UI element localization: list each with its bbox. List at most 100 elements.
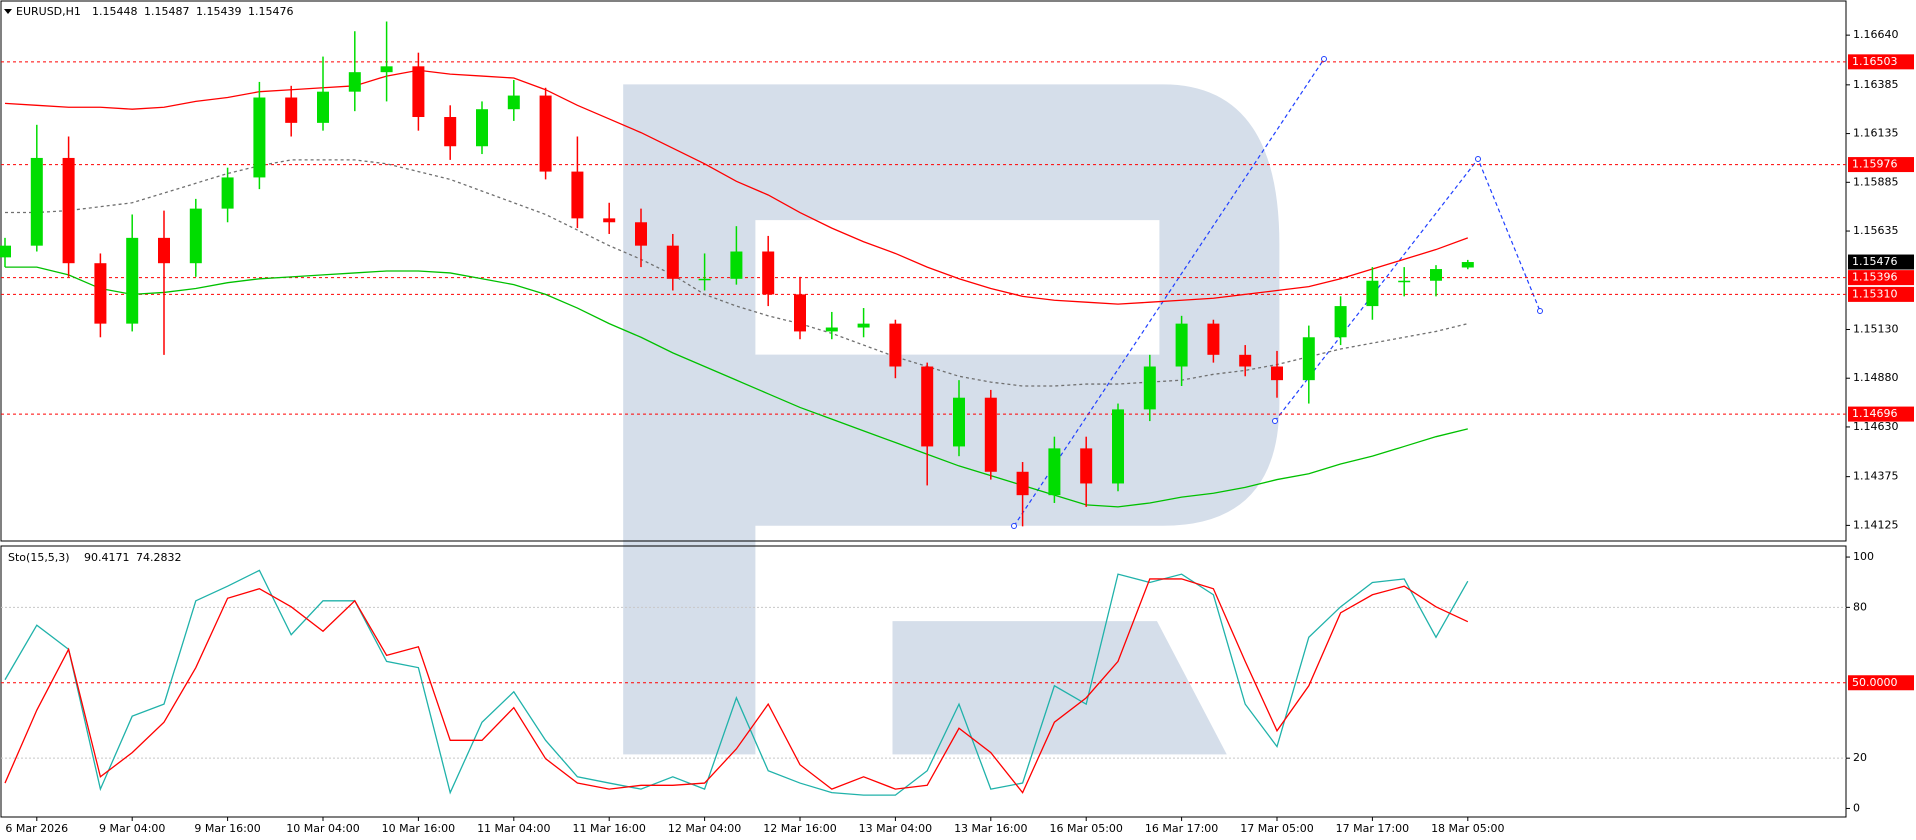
stoch-line (4, 578, 1469, 794)
forecast-point (1475, 156, 1481, 162)
x-tick-label: 6 Mar 2026 (5, 822, 68, 835)
stoch-main-value: 90.4171 (84, 551, 130, 564)
moving-average (5, 159, 1468, 387)
x-tick-label: 9 Mar 16:00 (194, 822, 260, 835)
watermark-bowl (623, 84, 1280, 755)
candle-body (1334, 306, 1347, 338)
candle-body (539, 95, 552, 172)
candle-body (158, 237, 170, 264)
header-open: 1.15448 (92, 5, 138, 18)
candle-body (0, 245, 11, 258)
candle-body (412, 66, 425, 118)
candle-body (1048, 448, 1061, 496)
candle-body (1398, 280, 1411, 283)
x-tick-label: 11 Mar 16:00 (572, 822, 645, 835)
level-label: 1.15310 (1852, 287, 1898, 300)
x-tick-label: 13 Mar 16:00 (954, 822, 1027, 835)
candle-body (603, 218, 616, 223)
y-tick-label: 1.14375 (1853, 470, 1899, 483)
candle-body (984, 397, 997, 472)
y-tick-label: 0 (1853, 801, 1860, 814)
forecast-point (1272, 418, 1278, 424)
forecast-point (1537, 308, 1543, 314)
level-label-bg (1848, 54, 1914, 70)
candle-body (1430, 269, 1442, 281)
level-label-bg (1848, 406, 1914, 422)
stoch-title: Sto(15,5,3) (8, 551, 70, 564)
symbol-title: EURUSD,H1 (16, 5, 81, 18)
moving-average (4, 69, 1469, 305)
candle-body (1016, 471, 1029, 496)
x-tick-label: 9 Mar 04:00 (99, 822, 165, 835)
candle-body (30, 157, 43, 246)
x-tick-label: 12 Mar 16:00 (763, 822, 836, 835)
x-tick-label: 13 Mar 04:00 (859, 822, 932, 835)
candle-body (444, 117, 457, 147)
candle-body (1143, 366, 1156, 410)
price-panel-frame (0, 0, 1847, 542)
candle-body (285, 97, 298, 123)
y-tick-label: 20 (1853, 751, 1867, 764)
level-label-bg (1848, 157, 1914, 173)
candle-body (317, 91, 329, 123)
candle-body (189, 208, 202, 264)
x-tick-label: 16 Mar 05:00 (1049, 822, 1122, 835)
candle-body (762, 251, 775, 295)
x-tick-label: 16 Mar 17:00 (1145, 822, 1218, 835)
candle-body (62, 157, 75, 264)
level-label-bg (1848, 675, 1914, 691)
candle-body (889, 323, 902, 367)
level-label: 1.14696 (1852, 407, 1898, 420)
stoch-panel-frame (0, 545, 1847, 818)
y-tick-label: 1.14125 (1853, 518, 1899, 531)
x-tick-label: 17 Mar 05:00 (1240, 822, 1313, 835)
candle-body (126, 237, 139, 324)
candle-body (730, 251, 743, 279)
candle-body (1207, 323, 1220, 355)
candle-body (698, 278, 711, 281)
y-tick-label: 1.16385 (1853, 78, 1899, 91)
candle-body (857, 323, 870, 328)
header-close: 1.15476 (248, 5, 294, 18)
x-tick-label: 17 Mar 17:00 (1336, 822, 1409, 835)
forecast-line (1013, 58, 1325, 527)
candle-body (1366, 280, 1379, 307)
header-high: 1.15487 (144, 5, 190, 18)
menu-arrow (4, 9, 12, 14)
candle-body (921, 366, 934, 447)
header-low: 1.15439 (196, 5, 242, 18)
candle-body (94, 263, 107, 324)
candle-body (666, 245, 679, 279)
x-tick-label: 10 Mar 16:00 (382, 822, 455, 835)
candle-body (635, 222, 647, 246)
x-tick-label: 18 Mar 05:00 (1431, 822, 1504, 835)
candle-body (1080, 448, 1093, 484)
watermark (623, 84, 1280, 755)
level-label: 1.15396 (1852, 271, 1898, 284)
candle-body (1175, 323, 1188, 367)
y-tick-label: 1.15885 (1853, 175, 1899, 188)
y-tick-label: 1.16640 (1853, 28, 1899, 41)
last-price-label: 1.15476 (1852, 255, 1898, 268)
level-label-bg (1848, 270, 1914, 286)
x-tick-label: 12 Mar 04:00 (668, 822, 741, 835)
forecast-point (1321, 56, 1327, 62)
last-price-bg (1848, 254, 1914, 270)
y-tick-label: 1.16135 (1853, 127, 1899, 140)
x-tick-label: 11 Mar 04:00 (477, 822, 550, 835)
y-tick-label: 1.15130 (1853, 322, 1899, 335)
candle-body (953, 397, 965, 447)
candle-body (1302, 337, 1315, 381)
stoch-signal-value: 74.2832 (136, 551, 182, 564)
candle-body (1271, 366, 1283, 381)
stoch-line (4, 569, 1469, 796)
candle-body (1461, 262, 1474, 268)
candle-body (794, 294, 806, 332)
y-tick-label: 80 (1853, 600, 1867, 613)
moving-average (5, 266, 1468, 508)
candle-body (1112, 409, 1124, 484)
level-label: 50.0000 (1852, 676, 1898, 689)
watermark-leg (892, 621, 1227, 755)
